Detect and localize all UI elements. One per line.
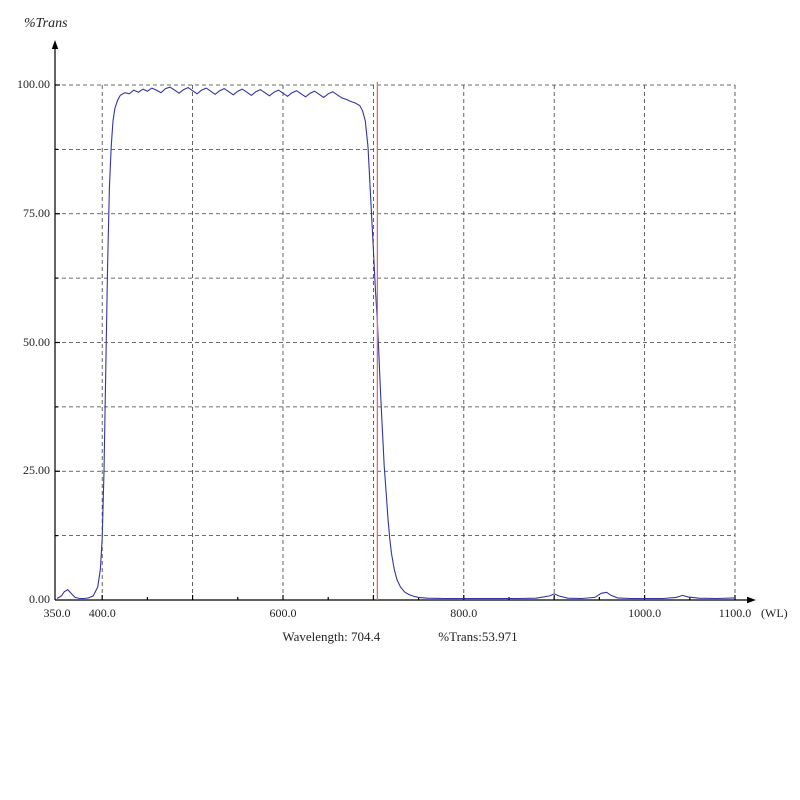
y-tick-label: 50.00 [23, 334, 50, 349]
plot-area [51, 40, 756, 604]
y-tick-label: 100.00 [17, 77, 50, 91]
x-tick-label: 350.0 [43, 606, 71, 620]
cursor-wavelength-readout: Wavelength: 704.4 [282, 629, 381, 644]
x-tick-label: 1100.0 [718, 606, 752, 620]
x-axis-arrow-icon [747, 596, 756, 604]
x-tick-label: 600.0 [269, 606, 297, 620]
y-tick-label: 25.00 [23, 463, 50, 478]
x-tick-label: 400.0 [88, 606, 116, 620]
y-axis-title: %Trans [24, 16, 68, 31]
x-axis-unit-label: (WL) [761, 606, 788, 620]
y-axis-arrow-icon [51, 40, 59, 49]
x-tick-label: 800.0 [450, 606, 478, 620]
cursor-trans-readout: %Trans:53.971 [438, 629, 518, 644]
x-tick-label: 1000.0 [628, 606, 662, 620]
transmission-curve [56, 86, 736, 600]
y-tick-label: 75.00 [23, 205, 50, 220]
y-tick-label: 0.00 [29, 592, 50, 606]
cursor-readout: Wavelength: 704.4 %Trans:53.971 [0, 629, 800, 645]
